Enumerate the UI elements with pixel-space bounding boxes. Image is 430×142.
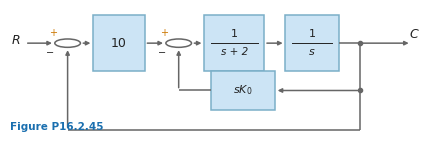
Text: C: C xyxy=(409,28,418,41)
Text: +: + xyxy=(160,28,168,38)
Text: $sK_0$: $sK_0$ xyxy=(233,84,252,97)
Text: R: R xyxy=(12,34,21,47)
Text: −: − xyxy=(157,48,166,58)
Text: +: + xyxy=(49,28,57,38)
Text: −: − xyxy=(46,48,55,58)
FancyBboxPatch shape xyxy=(204,15,264,71)
FancyBboxPatch shape xyxy=(211,71,275,110)
FancyBboxPatch shape xyxy=(93,15,144,71)
Text: 1: 1 xyxy=(309,29,316,39)
Text: s: s xyxy=(309,47,315,57)
Text: Figure P16.2.45: Figure P16.2.45 xyxy=(10,122,104,132)
Text: 1: 1 xyxy=(231,29,238,39)
FancyBboxPatch shape xyxy=(286,15,339,71)
Text: 10: 10 xyxy=(111,37,127,50)
Text: s + 2: s + 2 xyxy=(221,47,248,57)
